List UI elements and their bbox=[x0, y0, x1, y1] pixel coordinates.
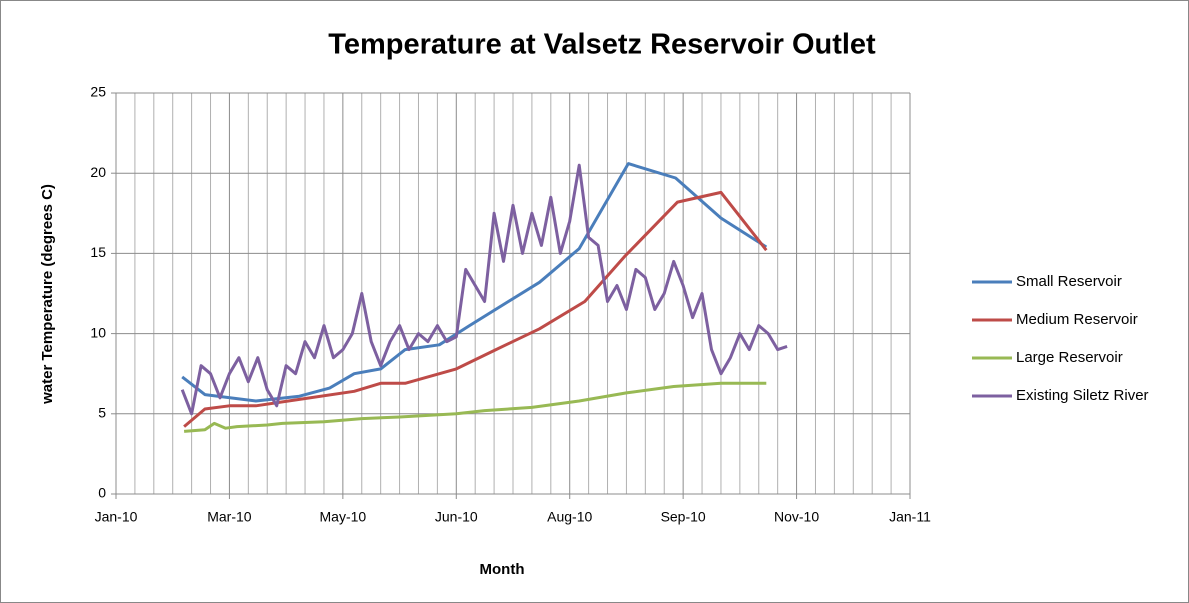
y-tick-label: 20 bbox=[90, 164, 106, 180]
series-line bbox=[183, 190, 768, 428]
x-axis-title: Month bbox=[480, 561, 525, 578]
series-line bbox=[180, 163, 788, 416]
x-tick-label: Mar-10 bbox=[207, 509, 252, 525]
x-tick-label: Jun-10 bbox=[435, 509, 478, 525]
y-tick-label: 25 bbox=[90, 84, 106, 100]
series-line bbox=[183, 381, 767, 433]
legend-label: Large Reservoir bbox=[1016, 349, 1123, 366]
legend-label: Small Reservoir bbox=[1016, 273, 1122, 290]
x-tick-label: Jan-11 bbox=[889, 509, 931, 525]
y-tick-label: 0 bbox=[98, 485, 106, 501]
y-tick-label: 15 bbox=[90, 244, 106, 260]
y-tick-label: 5 bbox=[98, 405, 106, 421]
legend-label: Medium Reservoir bbox=[1016, 311, 1138, 328]
x-tick-label: Nov-10 bbox=[774, 509, 819, 525]
y-tick-label: 10 bbox=[90, 324, 106, 340]
x-tick-label: Jan-10 bbox=[95, 509, 138, 525]
chart-title: Temperature at Valsetz Reservoir Outlet bbox=[328, 29, 876, 61]
y-axis-title: water Temperature (degrees C) bbox=[39, 184, 56, 405]
x-tick-label: Aug-10 bbox=[547, 509, 592, 525]
x-tick-label: Sep-10 bbox=[661, 509, 706, 525]
x-tick-label: May-10 bbox=[320, 509, 367, 525]
legend-label: Existing Siletz River bbox=[1016, 387, 1149, 404]
